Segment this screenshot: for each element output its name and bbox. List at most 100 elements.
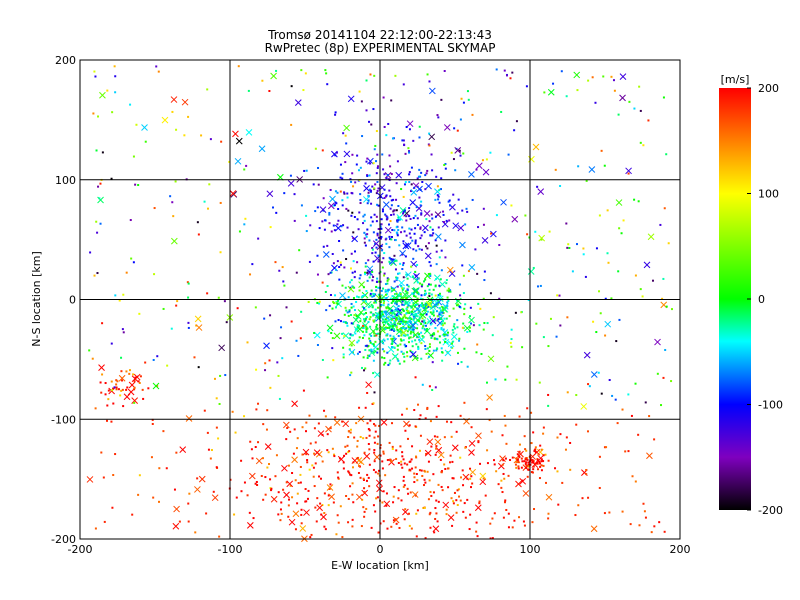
data-point	[219, 201, 222, 204]
data-point	[389, 238, 392, 241]
data-point	[472, 324, 475, 327]
data-point	[417, 403, 420, 406]
data-point	[385, 134, 388, 137]
data-point	[295, 271, 298, 274]
data-point	[382, 301, 385, 304]
data-point	[424, 306, 427, 309]
data-point	[517, 465, 520, 468]
data-point	[407, 304, 410, 307]
data-point	[429, 334, 432, 337]
data-point	[402, 323, 405, 326]
data-point	[399, 445, 402, 448]
data-point	[194, 531, 197, 534]
data-point	[343, 266, 346, 269]
data-point	[274, 475, 277, 478]
data-point	[361, 366, 364, 369]
data-point	[375, 328, 378, 331]
data-point	[215, 426, 218, 429]
data-point	[400, 339, 403, 342]
data-point-cross	[604, 320, 612, 328]
data-point	[431, 228, 434, 231]
data-point	[369, 162, 372, 165]
data-point	[426, 303, 429, 306]
data-point	[511, 526, 514, 529]
data-point	[370, 334, 373, 337]
data-point	[515, 466, 518, 469]
data-point	[412, 315, 415, 318]
data-point	[427, 460, 430, 463]
data-point	[424, 324, 427, 327]
data-point	[372, 504, 375, 507]
data-point	[178, 520, 181, 523]
data-point	[175, 451, 178, 454]
data-point	[359, 435, 362, 438]
data-point	[435, 310, 438, 313]
data-point	[196, 477, 199, 480]
data-point	[94, 407, 97, 410]
data-point	[382, 318, 385, 321]
data-point	[434, 517, 437, 520]
data-point	[391, 228, 394, 231]
data-point	[429, 490, 432, 493]
data-point	[435, 250, 438, 253]
data-point	[525, 461, 528, 464]
data-point	[530, 458, 533, 461]
data-point	[261, 457, 264, 460]
data-point	[644, 516, 647, 519]
data-point	[523, 435, 526, 438]
y-axis-label: N-S location [km]	[30, 251, 43, 347]
data-point	[438, 311, 441, 314]
data-point	[403, 315, 406, 318]
data-point	[95, 149, 98, 152]
data-point	[373, 74, 376, 77]
chart-title: Tromsø 20141104 22:12:00-22:13:43	[267, 28, 492, 42]
data-point	[412, 302, 415, 305]
data-point	[359, 274, 362, 277]
data-point	[407, 147, 410, 150]
data-point	[344, 306, 347, 309]
data-point	[424, 174, 427, 177]
data-point-cross	[533, 448, 541, 456]
data-point	[381, 153, 384, 156]
data-point	[405, 345, 408, 348]
data-point-cross	[347, 285, 355, 293]
data-point	[383, 357, 386, 360]
data-point	[401, 139, 404, 142]
data-point	[441, 322, 444, 325]
data-point	[414, 270, 417, 273]
data-point	[539, 444, 542, 447]
data-point	[280, 326, 283, 329]
data-point	[350, 252, 353, 255]
data-point-cross	[348, 348, 356, 356]
data-point-cross	[246, 522, 254, 529]
data-point	[624, 450, 627, 453]
data-point	[110, 420, 113, 423]
data-point	[371, 185, 374, 188]
data-point	[483, 270, 486, 273]
data-point	[402, 195, 405, 198]
data-point-cross	[450, 333, 458, 341]
data-point	[408, 128, 411, 131]
data-point	[366, 157, 369, 160]
data-point	[420, 322, 423, 325]
data-point	[193, 356, 196, 359]
data-point-cross	[424, 252, 432, 260]
data-point	[397, 305, 400, 308]
data-point	[342, 320, 345, 323]
data-point	[207, 448, 210, 451]
data-point	[111, 111, 114, 114]
data-point	[423, 328, 426, 331]
data-point	[413, 481, 416, 484]
data-point	[665, 153, 668, 156]
data-point	[363, 293, 366, 296]
data-point	[416, 177, 419, 180]
data-point-cross	[435, 233, 442, 241]
data-point	[556, 470, 559, 473]
data-point	[444, 340, 447, 343]
data-point	[400, 319, 403, 322]
data-point	[365, 290, 368, 293]
data-point	[415, 249, 418, 252]
data-point-cross	[452, 222, 460, 230]
data-point	[435, 499, 438, 502]
